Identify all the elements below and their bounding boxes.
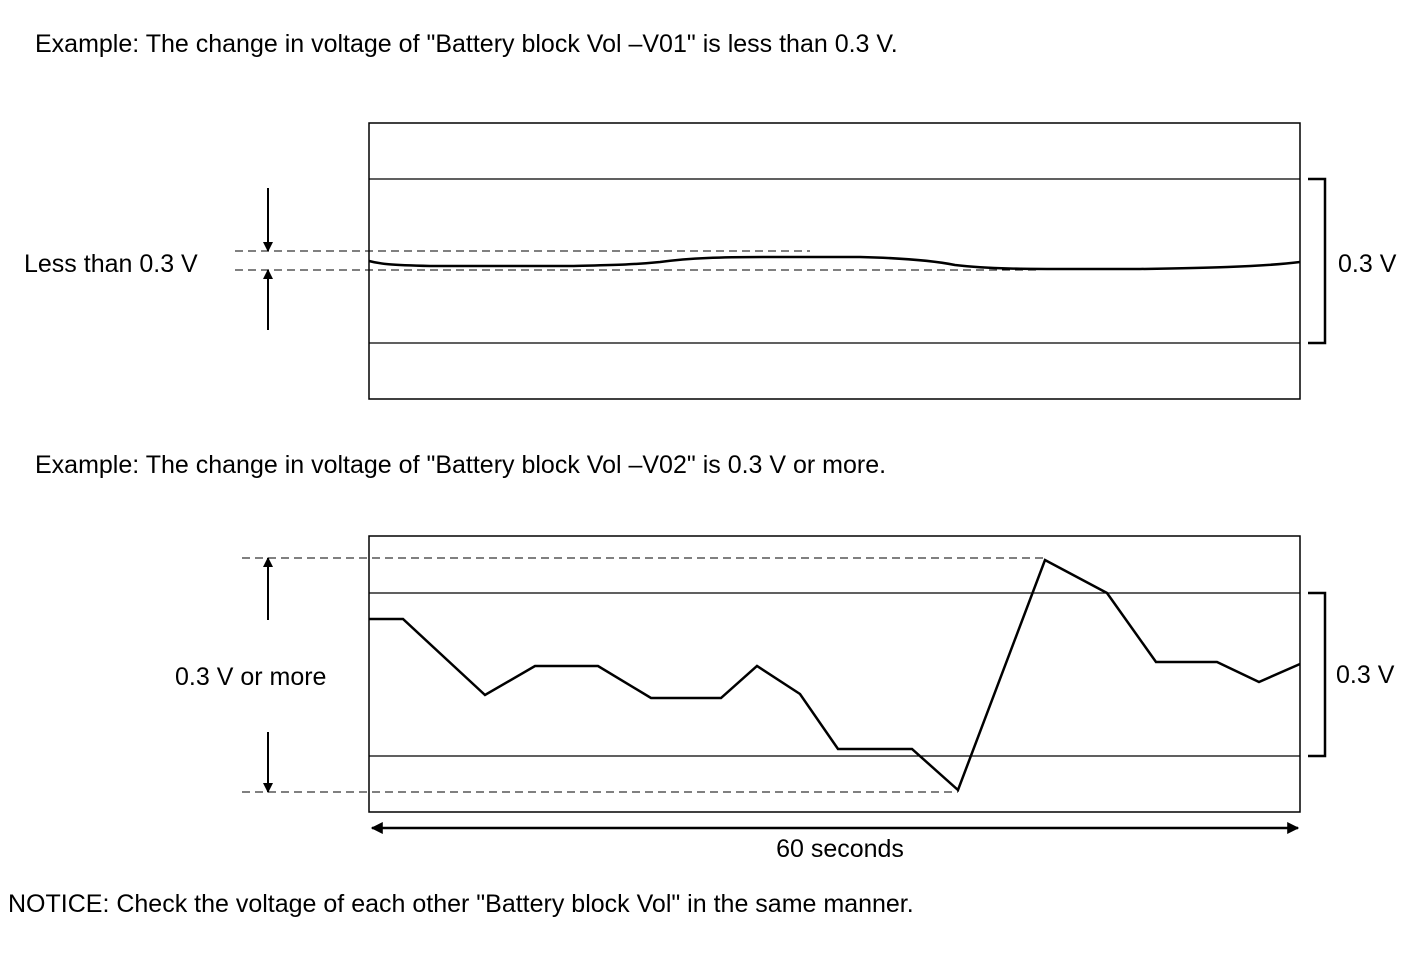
diagram-1-frame bbox=[368, 122, 1301, 400]
notice-text: NOTICE: Check the voltage of each other … bbox=[8, 890, 914, 918]
diagram-2-voltage-trace bbox=[369, 558, 1301, 793]
diagram-2-left-label: 0.3 V or more bbox=[175, 663, 326, 691]
diagram-2-frame bbox=[368, 535, 1301, 813]
diagram-1-range-bracket bbox=[1308, 177, 1327, 345]
example-1-heading: Example: The change in voltage of "Batte… bbox=[35, 30, 898, 58]
diagram-1-voltage-trace bbox=[368, 255, 1301, 271]
diagram-2-right-label: 0.3 V bbox=[1336, 661, 1395, 689]
example-2-heading: Example: The change in voltage of "Batte… bbox=[35, 451, 887, 479]
diagram-1-left-label: Less than 0.3 V bbox=[24, 250, 198, 278]
time-axis-label: 60 seconds bbox=[776, 835, 904, 863]
diagram-1-right-label: 0.3 V bbox=[1338, 250, 1397, 278]
diagram-2: 0.3 V or more 0.3 V bbox=[175, 535, 1395, 813]
diagram-2-range-bracket bbox=[1308, 591, 1327, 758]
time-axis: 60 seconds bbox=[370, 822, 1300, 863]
diagram-1: Less than 0.3 V 0.3 V bbox=[24, 122, 1397, 400]
